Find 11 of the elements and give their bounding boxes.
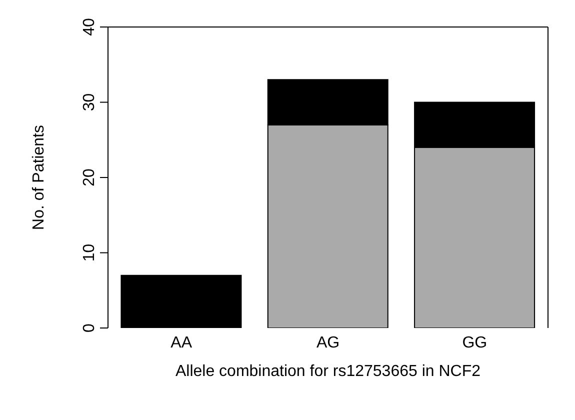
y-tick-label: 20 [81,168,98,186]
bar [120,274,242,328]
y-tick-label: 10 [81,244,98,262]
x-tick-label: AG [316,334,340,352]
y-axis-title: No. of Patients [30,125,48,230]
y-tick-label: 40 [81,18,98,36]
x-tick-label: GG [462,334,488,352]
x-tick-label: AA [170,334,192,352]
x-axis-title: Allele combination for rs12753665 in NCF2 [175,363,481,380]
y-tick-label: 30 [81,93,98,112]
y-tick-label: 0 [81,323,98,332]
